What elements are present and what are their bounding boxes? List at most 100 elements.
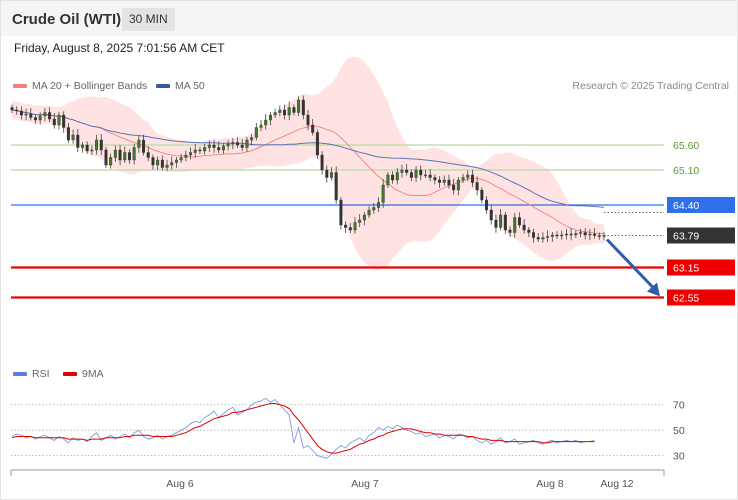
candle [189, 152, 193, 156]
legend-swatch-rsi [13, 372, 27, 376]
interval-badge[interactable]: 30 MIN [122, 8, 175, 31]
candle [320, 154, 324, 171]
candle [132, 147, 136, 161]
level-label-62-55: 62.55 [673, 293, 699, 305]
candle [395, 172, 399, 181]
candle [593, 233, 597, 236]
candle [597, 235, 601, 237]
candle [532, 232, 536, 238]
candle [109, 157, 113, 166]
candle [560, 234, 564, 237]
candle [292, 107, 296, 113]
candle [381, 184, 385, 203]
level-tag-63-79 [667, 227, 735, 244]
candle [80, 144, 84, 148]
candle [452, 184, 456, 191]
level-label-65-10: 65.10 [673, 165, 699, 177]
legend-label-rsi: RSI [32, 368, 50, 380]
candle [203, 147, 207, 152]
candle [264, 119, 268, 126]
candle [579, 232, 582, 234]
candle [217, 147, 221, 151]
candle [419, 169, 423, 176]
candle [470, 174, 474, 183]
candle [48, 112, 52, 120]
candle [250, 137, 254, 141]
candle [52, 118, 56, 126]
level-label-64-40: 64.40 [673, 200, 699, 212]
candle [34, 117, 37, 121]
candle [569, 233, 573, 236]
candle [358, 219, 362, 223]
candle [517, 217, 521, 226]
candle [485, 199, 489, 211]
candle [456, 179, 460, 191]
candle [10, 107, 14, 111]
x-tick-label: Aug 7 [351, 478, 379, 490]
candles [10, 95, 606, 243]
level-tag-62-55 [667, 289, 735, 306]
candle [311, 124, 315, 133]
legend-label-bollinger: MA 20 + Bollinger Bands [32, 80, 148, 92]
candle [156, 159, 160, 166]
legend-bollinger: MA 20 + Bollinger Bands [13, 80, 147, 92]
candle [461, 177, 465, 181]
header-bar: Crude Oil (WTI) 30 MIN [1, 1, 737, 36]
candle [207, 144, 211, 148]
candle [146, 152, 150, 158]
candle [165, 164, 169, 168]
bollinger-band [12, 56, 604, 271]
candle [409, 172, 413, 178]
candle [550, 234, 554, 237]
candle [160, 159, 164, 168]
candle [118, 149, 122, 161]
instrument-title: Crude Oil (WTI) [12, 11, 122, 28]
x-tick-label: Aug 12 [600, 478, 633, 490]
candle [306, 114, 310, 126]
candle [287, 107, 291, 116]
candle [480, 189, 484, 201]
candle [503, 214, 507, 231]
candle [137, 139, 141, 148]
level-label-65-60: 65.60 [673, 140, 699, 152]
candle [433, 177, 437, 181]
candle [170, 162, 174, 166]
candle [127, 152, 131, 161]
candle [297, 99, 301, 113]
candle [283, 109, 286, 116]
candle [179, 157, 183, 161]
candle [24, 113, 28, 116]
candle [588, 233, 592, 236]
candle [212, 144, 216, 148]
legend-rsi-ma: 9MA [63, 368, 104, 380]
rsi-line [11, 397, 595, 459]
candle [99, 139, 103, 151]
candle [489, 209, 493, 221]
candle [245, 139, 249, 148]
legend-label-ma50: MA 50 [175, 80, 205, 92]
candle [104, 149, 108, 166]
x-tick-label: Aug 8 [536, 478, 564, 490]
level-label-63-79: 63.79 [673, 231, 699, 243]
level-label-63-15: 63.15 [673, 263, 699, 275]
legend-ma50: MA 50 [156, 80, 205, 92]
candle [76, 134, 80, 148]
candle [367, 209, 371, 216]
legend-swatch-bollinger [13, 84, 27, 88]
candle [400, 169, 404, 173]
candle [231, 142, 235, 145]
rsi-ma-line [11, 403, 595, 454]
candle [221, 145, 225, 151]
candle [226, 143, 230, 147]
candle [466, 174, 470, 178]
candle [372, 207, 376, 211]
candle [273, 112, 277, 116]
candle [334, 172, 338, 201]
candle [583, 232, 587, 236]
candle [353, 222, 357, 231]
candle [95, 139, 99, 151]
candle [259, 124, 263, 128]
candle [301, 99, 305, 116]
legend-label-rsi-ma: 9MA [82, 368, 104, 380]
